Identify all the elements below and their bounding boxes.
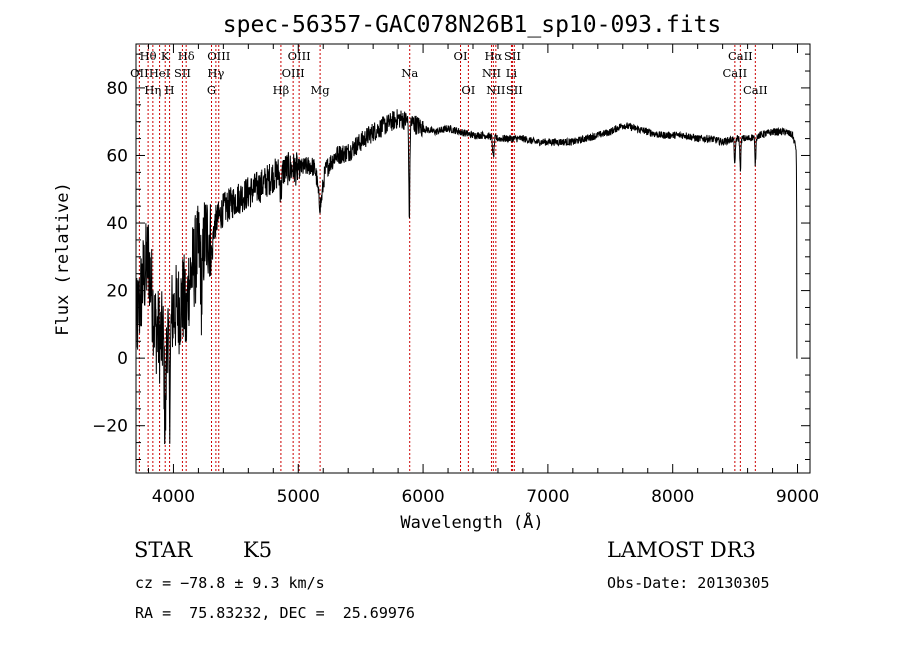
- spectral-line-label: OIII: [288, 49, 311, 63]
- x-tick-label: 5000: [277, 487, 320, 507]
- spectrum-line: [135, 109, 798, 445]
- y-tick-label: 0: [117, 349, 128, 369]
- survey-name: LAMOST DR3: [607, 538, 756, 562]
- x-tick-label: 7000: [526, 487, 569, 507]
- spectral-line-label: Hα: [484, 49, 502, 63]
- spectral-line-label: HeI: [149, 66, 170, 80]
- spectral-line-label: OI: [454, 49, 468, 63]
- spectral-line-label: K: [161, 49, 170, 63]
- spectral-line-label: Hγ: [207, 66, 224, 80]
- x-axis-label: Wavelength (Å): [400, 511, 543, 533]
- object-class: STAR: [134, 538, 193, 562]
- observation-date: Obs-Date: 20130305: [607, 574, 770, 592]
- spectral-line-label: Mg: [311, 83, 331, 97]
- spectral-line-label: Na: [401, 66, 418, 80]
- spectrum-chart: spec-56357-GAC078N26B1_sp10-093.fits Hθ O…: [53, 12, 819, 533]
- y-tick-label: 60: [106, 146, 128, 166]
- x-tick-label: 9000: [776, 487, 819, 507]
- chart-title: spec-56357-GAC078N26B1_sp10-093.fits: [223, 12, 722, 38]
- spectral-line-label: CaII: [743, 83, 768, 97]
- spectral-line-label: Li: [506, 66, 518, 80]
- line-labels: Hθ OII Hη HeI K H SII Hδ Hγ OIII G Hβ OIII OIII Mg Na OI…: [130, 49, 768, 97]
- line-markers: [138, 45, 756, 472]
- coordinates: RA = 75.83232, DEC = 25.69976: [135, 604, 415, 622]
- spectral-line-label: SII: [174, 66, 191, 80]
- y-tick-label: 20: [106, 282, 128, 302]
- spectral-line-label: OII: [130, 66, 149, 80]
- redshift-value: cz = −78.8 ± 9.3 km/s: [135, 574, 325, 592]
- spectral-line-label: NII: [486, 83, 505, 97]
- spectral-line-label: H: [165, 83, 175, 97]
- x-tick-label: 8000: [651, 487, 694, 507]
- y-axis-label: Flux (relative): [53, 182, 73, 336]
- spectral-line-label: OIII: [207, 49, 230, 63]
- y-tick-label: 80: [106, 79, 128, 99]
- x-axis-ticks: 4000 5000 6000 7000 8000 9000: [147, 44, 819, 507]
- y-tick-label: 40: [106, 214, 128, 234]
- spectral-line-label: Hβ: [273, 83, 290, 97]
- spectral-line-label: CaII: [722, 66, 747, 80]
- spectral-line-label: SII: [506, 83, 523, 97]
- spectral-line-label: Hθ: [140, 49, 157, 63]
- spectral-line-label: OIII: [282, 66, 305, 80]
- spectral-line-label: Hδ: [178, 49, 195, 63]
- spectral-line-label: G: [207, 83, 216, 97]
- object-subclass: K5: [243, 538, 273, 562]
- spectral-line-label: SII: [504, 49, 521, 63]
- spectral-line-label: NII: [482, 66, 501, 80]
- plot-frame: [135, 43, 811, 474]
- x-tick-label: 6000: [401, 487, 444, 507]
- spectral-line-label: Hη: [144, 83, 161, 97]
- spectral-line-label: CaII: [728, 49, 753, 63]
- spectral-line-label: OI: [461, 83, 475, 97]
- y-axis-ticks: −20 0 20 40 60 80: [92, 53, 810, 460]
- x-tick-label: 4000: [152, 487, 195, 507]
- y-tick-label: −20: [92, 417, 128, 437]
